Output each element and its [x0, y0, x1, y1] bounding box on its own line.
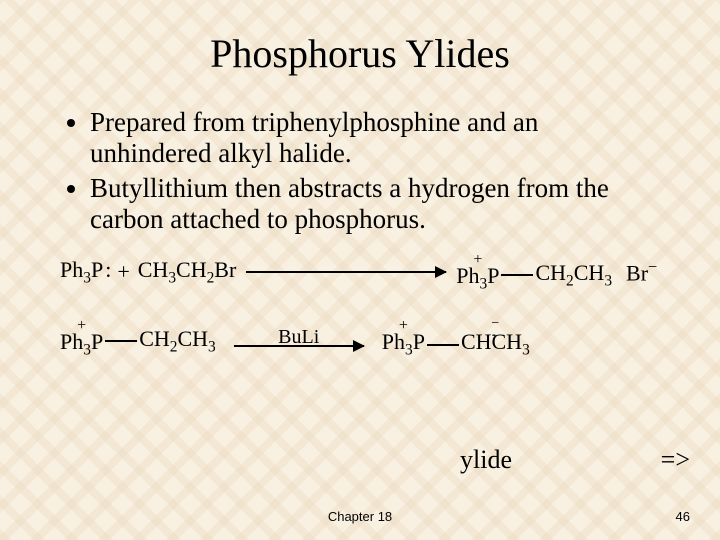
- bond-line: [105, 340, 137, 342]
- bromide-ion: Br−: [626, 257, 657, 286]
- subscript: 3: [168, 269, 176, 286]
- text: CH: [574, 260, 605, 285]
- text: CHCH: [461, 329, 522, 354]
- bullet-item: Butyllithium then abstracts a hydrogen f…: [90, 173, 660, 235]
- text: Ph: [456, 263, 479, 288]
- p-with-charge: + Ph3P: [456, 253, 499, 290]
- text: Ph: [382, 329, 405, 354]
- charge-minus: −: [648, 257, 657, 276]
- subscript: 3: [83, 341, 91, 358]
- bullet-item: Prepared from triphenylphosphine and an …: [90, 107, 660, 169]
- p-with-charge: + Ph3P: [382, 319, 425, 356]
- text: P: [91, 257, 103, 282]
- text: P: [487, 263, 499, 288]
- plus-sign: +: [117, 259, 129, 285]
- subscript: 2: [566, 273, 574, 290]
- reaction-1: Ph3P: + CH3CH2Br + Ph3P CH2CH3 Br−: [60, 253, 660, 290]
- text: CH: [139, 326, 170, 351]
- page-number: 46: [676, 509, 690, 524]
- reaction-2: + Ph3P CH2CH3 BuLi + Ph3P −.. CHCH3: [60, 319, 660, 356]
- text: CH: [176, 257, 207, 282]
- c-with-charge: −.. CHCH3: [461, 319, 530, 356]
- lone-pair: :: [105, 257, 109, 282]
- reaction-arrow: BuLi: [234, 327, 364, 347]
- text: CH: [177, 326, 208, 351]
- text: CH: [138, 257, 169, 282]
- text: Br: [214, 257, 236, 282]
- slide-container: Phosphorus Ylides Prepared from tripheny…: [0, 0, 720, 540]
- reaction-arrow: [246, 271, 446, 273]
- reagent-ethylbromide: CH3CH2Br: [138, 257, 237, 287]
- bond-line: [427, 344, 459, 346]
- arrow-line: [246, 271, 446, 273]
- bond-line: [501, 274, 533, 276]
- subscript: 3: [604, 273, 612, 290]
- subscript: 3: [208, 338, 216, 355]
- text: P: [413, 329, 425, 354]
- text: Br: [626, 261, 648, 286]
- subscript: 3: [83, 269, 91, 286]
- text: Ph: [60, 257, 83, 282]
- next-arrow: =>: [661, 445, 690, 475]
- chapter-label: Chapter 18: [0, 509, 720, 524]
- p-with-charge: + Ph3P: [60, 319, 103, 356]
- reaction-area: Ph3P: + CH3CH2Br + Ph3P CH2CH3 Br−: [60, 253, 660, 356]
- text: Ph: [60, 329, 83, 354]
- subscript: 3: [405, 341, 413, 358]
- product-ylide: + Ph3P −.. CHCH3: [382, 319, 530, 356]
- reagent-phosphonium: + Ph3P CH2CH3: [60, 319, 216, 356]
- arrow-label-buli: BuLi: [278, 327, 319, 347]
- ylide-caption: ylide: [460, 445, 512, 475]
- product-phosphonium: + Ph3P CH2CH3: [456, 253, 612, 290]
- subscript: 3: [522, 341, 530, 358]
- bullet-list: Prepared from triphenylphosphine and an …: [60, 107, 660, 235]
- text: P: [91, 329, 103, 354]
- text: CH: [535, 260, 566, 285]
- slide-title: Phosphorus Ylides: [60, 30, 660, 77]
- arrow-line: [234, 345, 364, 347]
- reagent-ph3p: Ph3P:: [60, 257, 109, 287]
